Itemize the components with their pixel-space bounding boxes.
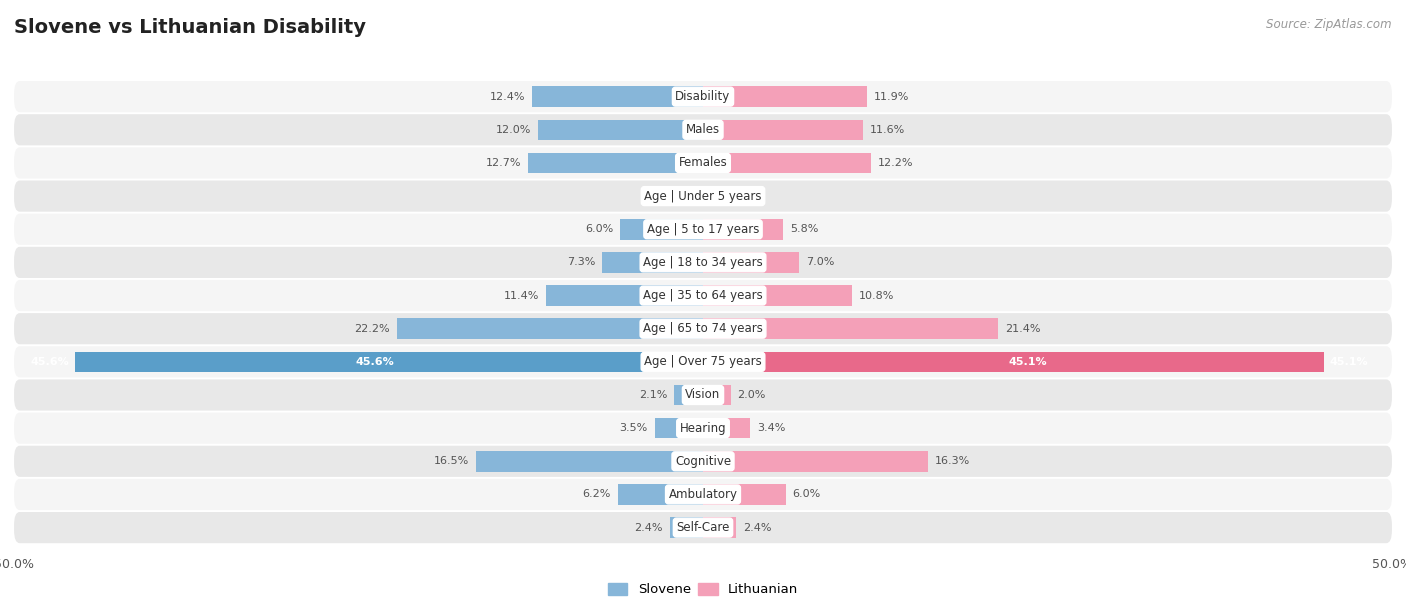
Text: 16.3%: 16.3% <box>935 457 970 466</box>
Text: 1.6%: 1.6% <box>733 191 761 201</box>
Bar <box>703 186 725 206</box>
Text: 7.0%: 7.0% <box>807 258 835 267</box>
Bar <box>703 252 800 273</box>
Text: 12.2%: 12.2% <box>877 158 914 168</box>
Text: Age | Over 75 years: Age | Over 75 years <box>644 356 762 368</box>
Text: Vision: Vision <box>685 389 721 401</box>
Bar <box>703 285 852 306</box>
FancyBboxPatch shape <box>14 181 1392 212</box>
Text: 12.4%: 12.4% <box>489 92 526 102</box>
Text: 7.3%: 7.3% <box>567 258 596 267</box>
Bar <box>75 351 703 372</box>
FancyBboxPatch shape <box>14 479 1392 510</box>
Text: Age | 18 to 34 years: Age | 18 to 34 years <box>643 256 763 269</box>
Text: Females: Females <box>679 157 727 170</box>
FancyBboxPatch shape <box>14 379 1392 411</box>
Text: 1.4%: 1.4% <box>648 191 676 201</box>
Text: 45.6%: 45.6% <box>356 357 395 367</box>
Bar <box>475 451 703 472</box>
Text: 11.4%: 11.4% <box>503 291 538 300</box>
Text: 2.4%: 2.4% <box>634 523 664 532</box>
Bar <box>396 318 703 339</box>
FancyBboxPatch shape <box>14 81 1392 112</box>
Text: 22.2%: 22.2% <box>354 324 391 334</box>
Bar <box>703 351 1324 372</box>
Legend: Slovene, Lithuanian: Slovene, Lithuanian <box>602 578 804 602</box>
Text: Age | 5 to 17 years: Age | 5 to 17 years <box>647 223 759 236</box>
Text: 6.0%: 6.0% <box>793 490 821 499</box>
Bar <box>703 484 786 505</box>
Text: 10.8%: 10.8% <box>859 291 894 300</box>
Text: 2.4%: 2.4% <box>742 523 772 532</box>
Bar <box>703 152 872 173</box>
FancyBboxPatch shape <box>14 114 1392 146</box>
FancyBboxPatch shape <box>14 313 1392 345</box>
Text: Cognitive: Cognitive <box>675 455 731 468</box>
Bar <box>703 418 749 438</box>
Bar <box>703 219 783 239</box>
Text: 21.4%: 21.4% <box>1005 324 1040 334</box>
Text: 11.6%: 11.6% <box>870 125 905 135</box>
Text: Age | 65 to 74 years: Age | 65 to 74 years <box>643 322 763 335</box>
Text: 3.4%: 3.4% <box>756 423 785 433</box>
FancyBboxPatch shape <box>14 512 1392 543</box>
Text: 12.0%: 12.0% <box>495 125 531 135</box>
Text: 3.5%: 3.5% <box>620 423 648 433</box>
Text: Disability: Disability <box>675 90 731 103</box>
Text: 45.1%: 45.1% <box>1008 357 1047 367</box>
Text: 11.9%: 11.9% <box>875 92 910 102</box>
FancyBboxPatch shape <box>14 446 1392 477</box>
Bar <box>602 252 703 273</box>
Text: 45.6%: 45.6% <box>31 357 69 367</box>
Bar <box>703 318 998 339</box>
Text: Age | Under 5 years: Age | Under 5 years <box>644 190 762 203</box>
Text: Ambulatory: Ambulatory <box>668 488 738 501</box>
FancyBboxPatch shape <box>14 346 1392 378</box>
Text: 6.0%: 6.0% <box>585 224 613 234</box>
Bar <box>703 451 928 472</box>
Text: 6.2%: 6.2% <box>582 490 610 499</box>
Bar <box>529 152 703 173</box>
FancyBboxPatch shape <box>14 280 1392 311</box>
Bar <box>655 418 703 438</box>
Text: 2.1%: 2.1% <box>638 390 668 400</box>
Bar <box>669 517 703 538</box>
Text: Males: Males <box>686 123 720 136</box>
Bar <box>531 86 703 107</box>
Bar <box>703 385 731 405</box>
Text: Source: ZipAtlas.com: Source: ZipAtlas.com <box>1267 18 1392 31</box>
Bar <box>620 219 703 239</box>
FancyBboxPatch shape <box>14 412 1392 444</box>
Text: 2.0%: 2.0% <box>738 390 766 400</box>
FancyBboxPatch shape <box>14 247 1392 278</box>
FancyBboxPatch shape <box>14 214 1392 245</box>
Text: Self-Care: Self-Care <box>676 521 730 534</box>
Bar <box>703 517 737 538</box>
Bar <box>703 119 863 140</box>
Text: 45.1%: 45.1% <box>1330 357 1368 367</box>
Text: 16.5%: 16.5% <box>433 457 468 466</box>
Text: Slovene vs Lithuanian Disability: Slovene vs Lithuanian Disability <box>14 18 366 37</box>
Bar <box>546 285 703 306</box>
Bar <box>703 86 868 107</box>
Text: Hearing: Hearing <box>679 422 727 435</box>
FancyBboxPatch shape <box>14 147 1392 179</box>
Text: Age | 35 to 64 years: Age | 35 to 64 years <box>643 289 763 302</box>
Text: 12.7%: 12.7% <box>485 158 522 168</box>
Bar <box>617 484 703 505</box>
Text: 5.8%: 5.8% <box>790 224 818 234</box>
Bar <box>537 119 703 140</box>
Bar <box>683 186 703 206</box>
Bar <box>673 385 703 405</box>
